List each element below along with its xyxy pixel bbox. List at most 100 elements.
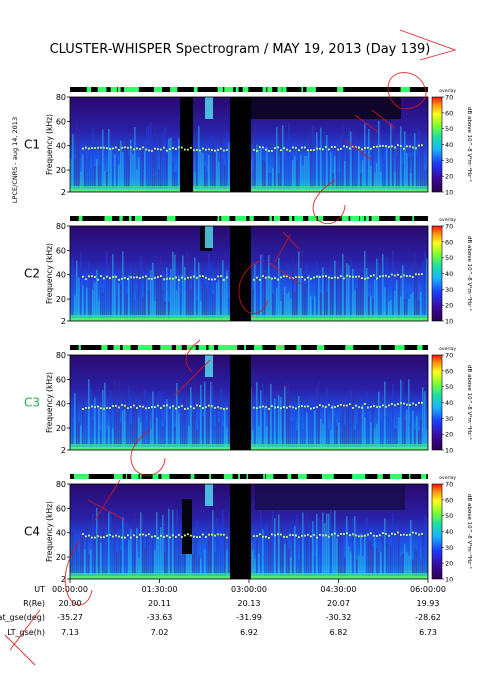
spectrogram-streak: [416, 154, 418, 192]
plasma-line-point: [112, 276, 114, 279]
spectrogram-streak: [102, 512, 104, 579]
plasma-line-point: [184, 534, 186, 537]
spectrogram-streak: [196, 300, 198, 321]
spectrogram-streak: [220, 271, 222, 321]
plasma-line-point: [169, 148, 171, 151]
spectrogram-streak: [224, 408, 226, 450]
spectrogram-streak: [360, 172, 362, 192]
spectrogram-streak: [158, 390, 160, 450]
plasma-line-point: [349, 534, 351, 537]
panel-c3: overlay 80 60 40 20 2 Frequency (kHz) C3 70 60 50 4…: [24, 345, 473, 455]
plasma-line-point: [280, 407, 282, 410]
spectrogram-streak: [364, 250, 366, 321]
spectrogram-streak: [374, 172, 376, 192]
spectrogram-streak: [302, 429, 304, 450]
colorbar-tick-label: 40: [445, 528, 453, 536]
plasma-line-point: [109, 148, 111, 150]
spectrogram-streak: [342, 253, 344, 321]
spectrogram-streak: [176, 290, 178, 321]
plasma-line-point: [190, 146, 192, 149]
plasma-line-point: [352, 406, 354, 409]
spectrogram-streak: [376, 258, 378, 321]
plasma-line-point: [337, 534, 339, 537]
plasma-line-point: [88, 147, 90, 150]
spectrogram-streak: [312, 404, 314, 450]
overlay-mark: [245, 87, 249, 92]
spectrogram-streak: [374, 536, 376, 579]
spectrogram-streak: [292, 532, 294, 579]
plasma-line-point: [364, 534, 366, 537]
spectrogram-streak: [188, 254, 190, 321]
colorbar-tick-label: 60: [445, 238, 453, 246]
annotation-stroke: [64, 539, 93, 606]
overlay-mark: [235, 216, 244, 221]
spectrogram-streak: [118, 537, 120, 579]
plasma-line-point: [106, 275, 108, 278]
plasma-line-point: [172, 405, 174, 408]
plasma-line-point: [88, 275, 90, 278]
spectrogram-streak: [386, 147, 388, 192]
plasma-line-point: [139, 148, 141, 150]
spectrogram-streak: [294, 291, 296, 321]
spectrogram-streak: [198, 262, 200, 321]
plasma-line-point: [412, 402, 414, 405]
spectrogram-streak: [290, 298, 292, 321]
spectrogram-streak: [266, 426, 268, 450]
plasma-line-point: [271, 150, 273, 152]
spectrogram-streak: [124, 280, 126, 321]
spectrogram-streak: [336, 538, 338, 579]
spectrogram-streak: [118, 164, 120, 192]
spectrogram-streak: [308, 524, 310, 579]
spectrogram-streak: [156, 139, 158, 192]
plasma-line-point: [298, 276, 300, 279]
spectrogram-streak: [286, 140, 288, 192]
plasma-line-point: [415, 532, 417, 535]
spectrogram-streak: [224, 519, 226, 579]
plasma-line-point: [343, 277, 345, 280]
plasma-line-point: [148, 149, 150, 152]
overlay-mark: [249, 216, 254, 221]
plasma-line-point: [220, 407, 222, 410]
spectrogram-streak: [366, 516, 368, 579]
plasma-line-point: [310, 277, 312, 280]
plasma-line-point: [226, 407, 228, 410]
ephemeris-row-label: Lat_gse(deg): [0, 613, 45, 622]
plasma-line-point: [346, 404, 348, 407]
plasma-line-point: [406, 403, 408, 406]
spectrogram-streak: [122, 151, 124, 192]
overlay-mark: [221, 216, 230, 221]
y-tick-label: 80: [56, 480, 66, 489]
colorbar-tick-label: 70: [445, 352, 453, 360]
spectrogram-streak: [392, 383, 394, 450]
plasma-line-point: [103, 407, 105, 410]
overlay-mark: [337, 87, 344, 92]
plasma-line-point: [397, 403, 399, 405]
plasma-line-point: [274, 406, 276, 409]
spectrogram-streak: [414, 253, 416, 321]
spectrogram-streak: [228, 298, 230, 321]
spectrogram-streak: [142, 144, 144, 192]
spectrogram-streak: [88, 379, 90, 450]
plasma-line-point: [376, 535, 378, 537]
overlay-mark: [365, 216, 369, 221]
spectrogram-streak: [324, 276, 326, 321]
plasma-line-point: [148, 406, 150, 409]
ephemeris-value: -28.62: [415, 613, 441, 622]
spectrogram-streak: [396, 280, 398, 321]
plasma-line-point: [220, 533, 222, 536]
spectrogram-streak: [368, 296, 370, 321]
plasma-line-point: [133, 534, 135, 537]
spectrogram-streak: [362, 556, 364, 579]
spectrogram-streak: [202, 555, 204, 579]
spectrogram-streak: [166, 528, 168, 579]
spectrogram-streak: [166, 267, 168, 321]
spectrogram-streak: [332, 532, 334, 579]
spectrogram-streak: [282, 408, 284, 450]
plasma-line-point: [184, 277, 186, 280]
spectrogram-streak: [294, 414, 296, 450]
plasma-line-point: [130, 146, 132, 149]
plasma-line-point: [343, 533, 345, 535]
plasma-line-point: [322, 405, 324, 408]
plasma-line-point: [319, 147, 321, 150]
ephemeris-value: 20.07: [327, 599, 350, 608]
